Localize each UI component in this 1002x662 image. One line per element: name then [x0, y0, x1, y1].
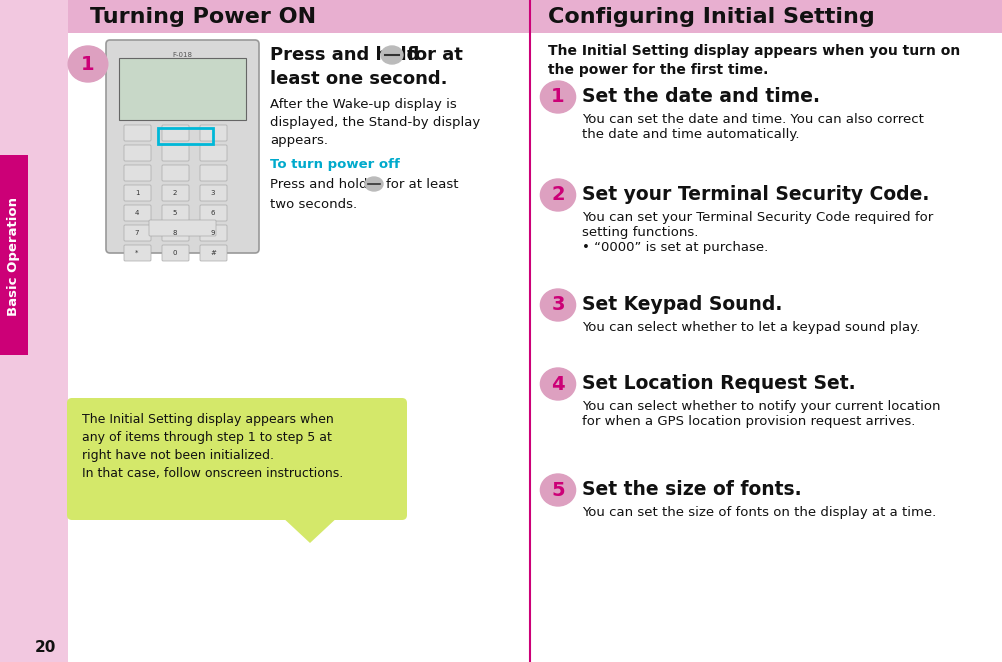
Text: After the Wake-up display is
displayed, the Stand-by display
appears.: After the Wake-up display is displayed, …: [270, 98, 480, 147]
FancyBboxPatch shape: [124, 185, 151, 201]
Text: Set the size of fonts.: Set the size of fonts.: [581, 480, 801, 499]
FancyBboxPatch shape: [162, 245, 188, 261]
Text: Configuring Initial Setting: Configuring Initial Setting: [547, 7, 874, 27]
FancyBboxPatch shape: [124, 245, 151, 261]
FancyBboxPatch shape: [106, 40, 259, 253]
Bar: [0, 155, 28, 355]
Text: 9: 9: [210, 230, 215, 236]
FancyBboxPatch shape: [162, 125, 188, 141]
Ellipse shape: [540, 474, 575, 506]
FancyBboxPatch shape: [199, 205, 226, 221]
Text: • “0000” is set at purchase.: • “0000” is set at purchase.: [581, 241, 768, 254]
FancyBboxPatch shape: [67, 398, 407, 520]
Text: 1: 1: [551, 87, 564, 107]
FancyBboxPatch shape: [199, 125, 226, 141]
Text: *: *: [135, 250, 138, 256]
Ellipse shape: [68, 46, 107, 82]
Text: 3: 3: [210, 190, 215, 196]
FancyBboxPatch shape: [124, 225, 151, 241]
FancyBboxPatch shape: [162, 225, 188, 241]
Text: You can select whether to let a keypad sound play.: You can select whether to let a keypad s…: [581, 321, 919, 334]
FancyBboxPatch shape: [162, 165, 188, 181]
Text: for when a GPS location provision request arrives.: for when a GPS location provision reques…: [581, 415, 915, 428]
Text: Turning Power ON: Turning Power ON: [90, 7, 316, 27]
FancyBboxPatch shape: [124, 205, 151, 221]
FancyBboxPatch shape: [162, 205, 188, 221]
FancyBboxPatch shape: [199, 245, 226, 261]
Text: To turn power off: To turn power off: [270, 158, 400, 171]
Text: 6: 6: [210, 210, 215, 216]
FancyBboxPatch shape: [149, 220, 215, 236]
Text: The Initial Setting display appears when you turn on
the power for the first tim: The Initial Setting display appears when…: [547, 44, 959, 77]
Text: Press and hold: Press and hold: [270, 46, 419, 64]
Text: 1: 1: [134, 190, 139, 196]
FancyBboxPatch shape: [199, 145, 226, 161]
Text: for at: for at: [407, 46, 462, 64]
Ellipse shape: [381, 46, 403, 64]
Bar: [68, 0, 529, 33]
Ellipse shape: [540, 81, 575, 113]
Text: for at least: for at least: [386, 178, 458, 191]
Text: 5: 5: [172, 210, 177, 216]
FancyBboxPatch shape: [124, 165, 151, 181]
Text: 2: 2: [551, 185, 564, 205]
Bar: [0, 0, 68, 662]
Bar: [529, 0, 1002, 662]
Text: Set the date and time.: Set the date and time.: [581, 87, 820, 106]
Text: Basic Operation: Basic Operation: [7, 197, 20, 316]
Bar: [68, 0, 529, 662]
Ellipse shape: [540, 289, 575, 321]
FancyBboxPatch shape: [119, 58, 245, 120]
Text: 5: 5: [551, 481, 564, 500]
Text: 4: 4: [134, 210, 139, 216]
Text: 4: 4: [551, 375, 564, 393]
FancyBboxPatch shape: [199, 165, 226, 181]
FancyBboxPatch shape: [199, 185, 226, 201]
Text: F-018: F-018: [172, 52, 192, 58]
Text: You can set your Terminal Security Code required for: You can set your Terminal Security Code …: [581, 211, 932, 224]
Text: 7: 7: [134, 230, 139, 236]
Text: least one second.: least one second.: [270, 70, 447, 88]
Text: 2: 2: [172, 190, 177, 196]
Text: You can select whether to notify your current location: You can select whether to notify your cu…: [581, 400, 940, 413]
Bar: [529, 0, 1002, 33]
FancyBboxPatch shape: [162, 185, 188, 201]
FancyBboxPatch shape: [124, 125, 151, 141]
FancyBboxPatch shape: [199, 225, 226, 241]
Text: #: #: [209, 250, 215, 256]
Polygon shape: [280, 515, 340, 543]
FancyBboxPatch shape: [162, 145, 188, 161]
Text: the date and time automatically.: the date and time automatically.: [581, 128, 799, 141]
Text: 0: 0: [172, 250, 177, 256]
Text: setting functions.: setting functions.: [581, 226, 697, 239]
Text: Press and hold: Press and hold: [270, 178, 367, 191]
Text: Set your Terminal Security Code.: Set your Terminal Security Code.: [581, 185, 929, 204]
Text: 20: 20: [35, 641, 56, 655]
Text: Set Keypad Sound.: Set Keypad Sound.: [581, 295, 782, 314]
Text: 3: 3: [551, 295, 564, 314]
Text: You can set the date and time. You can also correct: You can set the date and time. You can a…: [581, 113, 923, 126]
Text: The Initial Setting display appears when
any of items through step 1 to step 5 a: The Initial Setting display appears when…: [82, 413, 343, 480]
Ellipse shape: [540, 368, 575, 400]
Text: You can set the size of fonts on the display at a time.: You can set the size of fonts on the dis…: [581, 506, 935, 519]
Ellipse shape: [365, 177, 383, 191]
Ellipse shape: [540, 179, 575, 211]
FancyBboxPatch shape: [124, 145, 151, 161]
Text: Set Location Request Set.: Set Location Request Set.: [581, 374, 855, 393]
Text: two seconds.: two seconds.: [270, 198, 357, 211]
Text: 8: 8: [172, 230, 177, 236]
Text: 1: 1: [81, 54, 95, 73]
